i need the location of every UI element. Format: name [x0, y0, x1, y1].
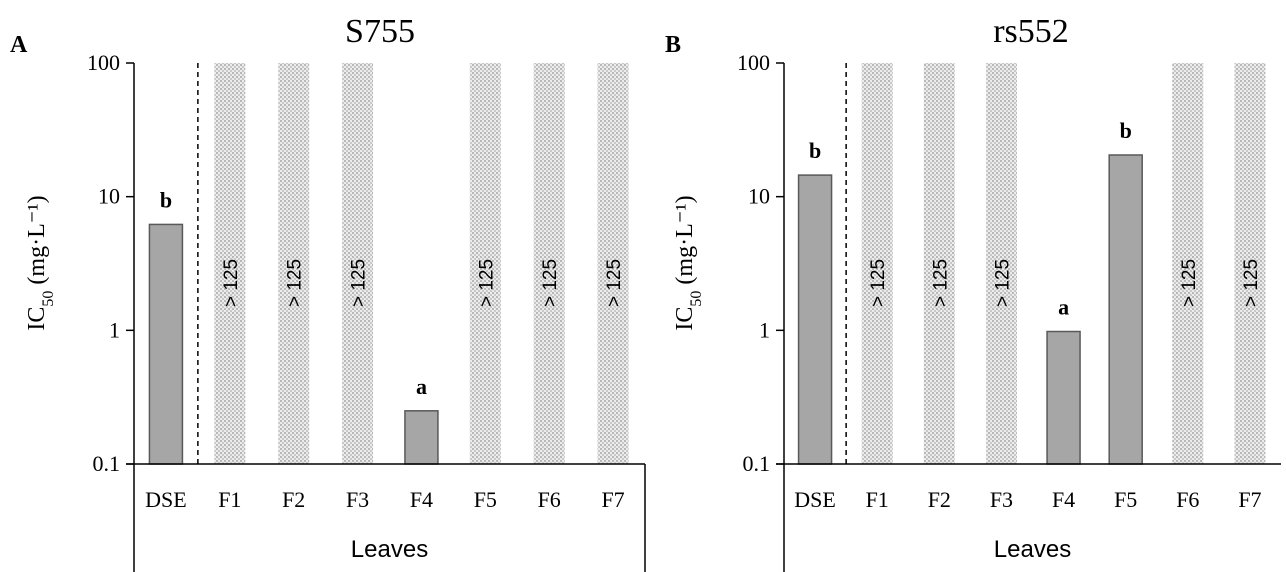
x-tick-label-dse: DSE: [145, 487, 187, 512]
over-range-label-f2: > 125: [930, 259, 951, 307]
bar-dse: [797, 174, 833, 465]
x-tick-label-f5: F5: [474, 487, 497, 512]
x-tick-label-f6: F6: [538, 487, 561, 512]
x-tick-label-f6: F6: [1176, 487, 1199, 512]
over-range-band-f7: [1234, 63, 1266, 464]
over-range-label-f3: > 125: [992, 259, 1013, 307]
significance-letter-f4: a: [416, 374, 427, 399]
chart-panel-a: A S755 > 125 > 125 > 125 > 125 > 125 > 125 b a 0.1…: [10, 13, 646, 572]
y-tick-label: 100: [87, 50, 120, 75]
x-tick-label-f4: F4: [1052, 487, 1075, 512]
x-tick-label-f3: F3: [990, 487, 1013, 512]
significance-letter-f4: a: [1058, 295, 1069, 320]
y-tick-label: 100: [737, 50, 770, 75]
over-range-label-f1: > 125: [221, 259, 242, 307]
x-tick-label-dse: DSE: [794, 487, 836, 512]
x-tick-label-f3: F3: [346, 487, 369, 512]
over-range-band-f7: [597, 63, 629, 464]
over-range-band-f3: [342, 63, 374, 464]
bar-dse: [148, 223, 184, 465]
y-tick-label: 1: [109, 317, 120, 342]
over-range-band-f1: [861, 63, 893, 464]
panel-label: A: [10, 32, 28, 58]
x-group-label: Leaves: [351, 536, 428, 563]
x-tick-label-f5: F5: [1114, 487, 1137, 512]
significance-letter-dse: b: [809, 138, 821, 163]
over-range-label-f2: > 125: [285, 259, 306, 307]
over-range-band-f2: [278, 63, 310, 464]
y-axis-label: IC50 (mg·L⁻¹): [24, 195, 57, 330]
panel-label: B: [665, 32, 681, 58]
y-axis-label: IC50 (mg·L⁻¹): [672, 195, 705, 330]
bar-f4: [404, 410, 439, 465]
over-range-label-f1: > 125: [868, 259, 889, 307]
over-range-label-f7: > 125: [1241, 259, 1262, 307]
over-range-label-f6: > 125: [1179, 259, 1200, 307]
significance-letter-dse: b: [160, 187, 172, 212]
x-tick-label-f7: F7: [1238, 487, 1261, 512]
chart-title: rs552: [993, 13, 1069, 50]
over-range-label-f7: > 125: [604, 259, 625, 307]
over-range-label-f6: > 125: [540, 259, 561, 307]
over-range-band-f5: [469, 63, 501, 464]
over-range-band-f6: [1172, 63, 1204, 464]
significance-letter-f5: b: [1120, 118, 1132, 143]
over-range-label-f3: > 125: [349, 259, 370, 307]
x-tick-label-f4: F4: [410, 487, 433, 512]
over-range-band-f2: [923, 63, 955, 464]
over-range-label-f5: > 125: [476, 259, 497, 307]
x-tick-label-f7: F7: [601, 487, 624, 512]
over-range-band-f3: [985, 63, 1017, 464]
over-range-band-f6: [533, 63, 565, 464]
bar-f5: [1108, 154, 1143, 465]
over-range-band-f1: [214, 63, 246, 464]
x-tick-label-f1: F1: [218, 487, 241, 512]
y-tick-label: 0.1: [93, 451, 121, 476]
x-tick-label-f2: F2: [282, 487, 305, 512]
y-tick-label: 10: [748, 184, 770, 209]
bar-f4: [1046, 330, 1081, 465]
y-tick-label: 1: [759, 317, 770, 342]
chart-title: S755: [345, 13, 415, 50]
x-tick-label-f2: F2: [928, 487, 951, 512]
x-tick-label-f1: F1: [866, 487, 889, 512]
y-tick-label: 0.1: [743, 451, 771, 476]
y-tick-label: 10: [98, 184, 120, 209]
x-group-label: Leaves: [994, 536, 1071, 563]
